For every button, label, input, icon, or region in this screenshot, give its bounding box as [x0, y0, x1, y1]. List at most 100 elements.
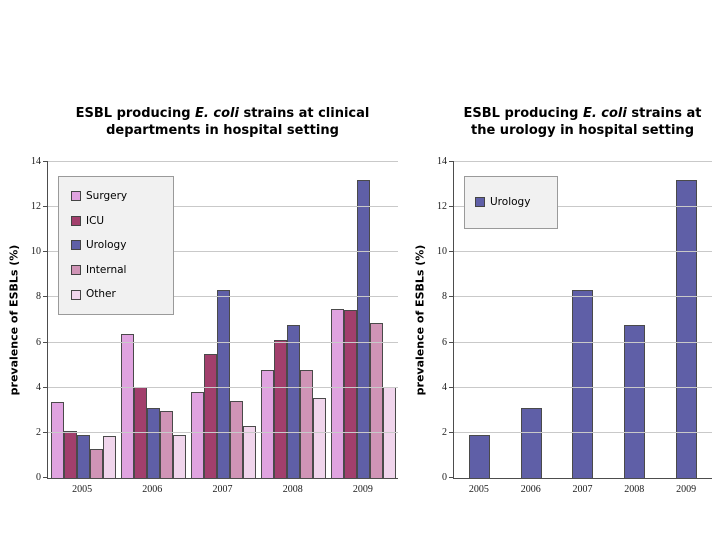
internal-bar-2008: [299, 369, 313, 478]
y-tick-mark: [449, 477, 454, 478]
x-tick-label: 2005: [72, 484, 93, 495]
gridline: [48, 206, 398, 208]
y-tick-mark: [449, 251, 454, 253]
y-tick-mark: [449, 296, 454, 298]
legend-swatch-icon: [71, 215, 81, 226]
bar-group-2009: [660, 162, 712, 478]
legend-label: Internal: [86, 263, 127, 276]
y-tick-label: 8: [36, 291, 41, 303]
x-axis-labels: 2005 2006 2007 2008 2009: [47, 479, 398, 495]
legend-swatch-icon: [475, 197, 485, 208]
y-tick-mark: [43, 341, 48, 343]
y-tick-mark: [43, 161, 48, 162]
y-tick-mark: [449, 206, 454, 208]
y-axis-title-text: prevalence of ESBLs (%): [413, 244, 427, 396]
y-tick-label: 4: [442, 381, 447, 393]
gridline: [454, 161, 712, 162]
legend-item-urology: Urology: [475, 196, 557, 209]
legend-label: Surgery: [86, 190, 128, 202]
plot-area: Surgery ICU Urology Internal Other: [43, 161, 398, 479]
legend-swatch-icon: [71, 191, 81, 202]
y-axis-ticks: 0 2 4 6 8 10 12 14: [22, 157, 47, 483]
plot-area: Urology: [449, 161, 712, 479]
gridline: [454, 341, 712, 343]
icu-bar-2009: [343, 309, 357, 478]
chart-body: prevalence of ESBLs (%) 0 2 4 6 8 10 12 14 Urol…: [412, 157, 712, 483]
icu-bar-2005: [63, 430, 77, 478]
bar-group-2005: [454, 162, 506, 478]
legend-label: ICU: [86, 214, 105, 227]
y-tick-mark: [43, 206, 48, 208]
y-tick-label: 14: [437, 156, 447, 167]
gridline: [454, 296, 712, 298]
other-bar-2005: [102, 436, 116, 478]
legend-label: Urology: [86, 239, 127, 252]
legend-item-internal: Internal: [71, 264, 173, 277]
bar-group-2008: [609, 162, 661, 478]
other-bar-2008: [312, 397, 326, 478]
y-tick-label: 12: [437, 201, 447, 213]
gridline: [454, 431, 712, 433]
bar-group-2008: [258, 162, 328, 478]
urology-bar-2006: [146, 408, 160, 478]
gridline: [454, 251, 712, 253]
urology-bar-2006: [520, 408, 542, 478]
y-tick-label: 6: [442, 336, 447, 348]
urology-bar-2005: [469, 435, 491, 478]
legend-label: Urology: [490, 196, 531, 208]
y-tick-label: 0: [442, 472, 447, 483]
internal-bar-2009: [369, 323, 383, 478]
gridline: [48, 341, 398, 343]
legend: Urology: [464, 176, 558, 229]
urology-bar-2008: [286, 324, 300, 478]
y-tick-mark: [43, 251, 48, 253]
legend-label: Other: [86, 288, 116, 301]
bar-group-2006: [506, 162, 558, 478]
chart-title-italic: E. coli: [195, 106, 239, 121]
y-tick-mark: [43, 477, 48, 478]
y-tick-label: 2: [36, 426, 41, 438]
urology-bar-2007: [216, 289, 230, 478]
urology-bar-2009: [356, 180, 370, 478]
gridline: [454, 386, 712, 388]
urology-bar-2007: [572, 289, 594, 478]
legend-item-surgery: Surgery: [71, 190, 173, 203]
legend-item-urology: Urology: [71, 239, 173, 252]
x-axis-labels: 2005 2006 2007 2008 2009: [453, 479, 712, 495]
y-tick-label: 12: [31, 201, 41, 213]
chart-title-suffix: strains at the urology in hospital setti…: [471, 106, 702, 138]
y-tick-label: 0: [36, 472, 41, 483]
bar-group-2009: [328, 162, 398, 478]
x-tick-label: 2009: [352, 484, 373, 495]
surgery-bar-2007: [190, 392, 204, 478]
x-tick-label: 2008: [282, 484, 303, 495]
legend-swatch-icon: [71, 240, 81, 251]
legend-item-other: Other: [71, 288, 173, 301]
internal-bar-2007: [229, 401, 243, 478]
y-axis-title: prevalence of ESBLs (%): [6, 162, 22, 478]
gridline: [48, 251, 398, 253]
bar-groups: [454, 162, 712, 478]
internal-bar-2006: [159, 411, 173, 478]
bar-group-2007: [188, 162, 258, 478]
chart-clinical-departments: ESBL producing E. coli strains at clinic…: [6, 106, 398, 495]
x-tick-label: 2007: [212, 484, 233, 495]
urology-bar-2008: [624, 324, 646, 478]
x-tick-label: 2007: [572, 484, 593, 495]
y-tick-mark: [43, 296, 48, 298]
bar-group-2005: [48, 162, 118, 478]
chart-title: ESBL producing E. coli strains at the ur…: [453, 106, 712, 162]
y-tick-label: 2: [442, 426, 447, 438]
y-axis-ticks: 0 2 4 6 8 10 12 14: [428, 157, 453, 483]
y-tick-label: 6: [36, 336, 41, 348]
bar-group-2007: [557, 162, 609, 478]
surgery-bar-2009: [330, 308, 344, 478]
y-tick-label: 14: [31, 156, 41, 167]
y-axis-title: prevalence of ESBLs (%): [412, 162, 428, 478]
chart-title-italic: E. coli: [582, 106, 627, 121]
gridline: [48, 296, 398, 298]
urology-bar-2009: [675, 180, 697, 478]
y-tick-label: 8: [442, 291, 447, 303]
icu-bar-2007: [203, 353, 217, 478]
